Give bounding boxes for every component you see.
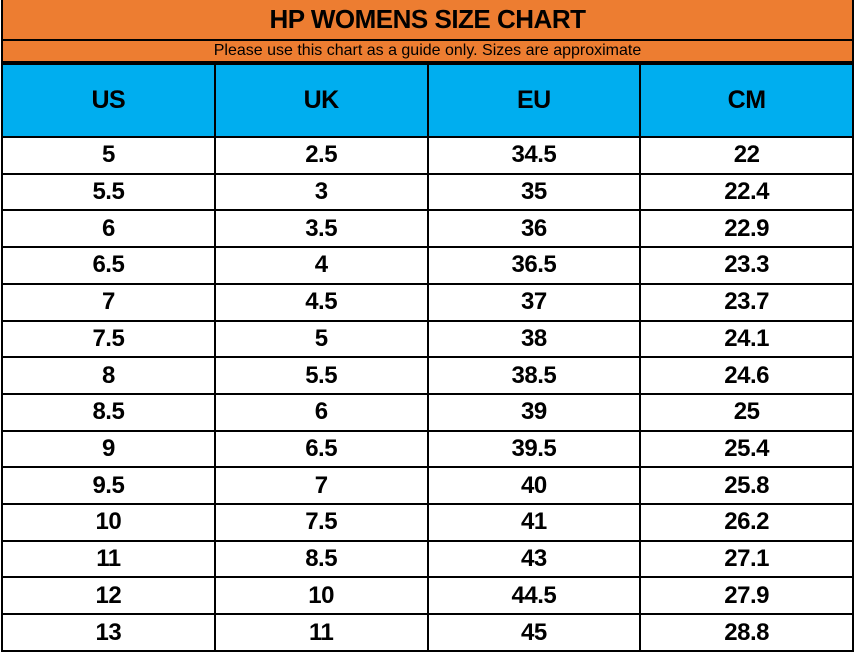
size-cell: 2.5 (213, 136, 429, 175)
size-cell: 24.6 (639, 356, 854, 395)
size-cell: 11 (213, 613, 429, 652)
size-cell: 8.5 (213, 539, 429, 579)
size-cell: 8 (1, 356, 216, 395)
table-row: 6.5 4 36.5 23.3 (1, 246, 854, 285)
size-cell: 9 (1, 429, 216, 469)
table-row: 8 5.5 38.5 24.6 (1, 356, 854, 395)
size-table: US UK EU CM 5 2.5 34.5 22 5.5 3 35 22.4 6 3.5 36 22.9 6… (1, 63, 854, 652)
size-cell: 10 (213, 576, 429, 616)
size-table-wrap: US UK EU CM 5 2.5 34.5 22 5.5 3 35 22.4 6 3.5 36 22.9 6… (1, 63, 854, 652)
size-cell: 5.5 (1, 172, 216, 212)
size-cell: 5 (1, 136, 216, 175)
size-cell: 11 (1, 539, 216, 579)
size-cell: 23.7 (639, 282, 854, 322)
size-cell: 38 (426, 319, 642, 359)
size-cell: 13 (1, 613, 216, 652)
table-row: 5.5 3 35 22.4 (1, 172, 854, 212)
table-row: 5 2.5 34.5 22 (1, 136, 854, 175)
column-header-uk: UK (213, 63, 429, 138)
table-row: 9.5 7 40 25.8 (1, 466, 854, 506)
size-table-body: 5 2.5 34.5 22 5.5 3 35 22.4 6 3.5 36 22.9 6.5 4 36.5 23… (1, 136, 854, 652)
size-cell: 6 (213, 392, 429, 432)
size-cell: 5 (213, 319, 429, 359)
table-row: 13 11 45 28.8 (1, 613, 854, 652)
column-header-us: US (1, 63, 216, 138)
size-cell: 44.5 (426, 576, 642, 616)
size-cell: 4.5 (213, 282, 429, 322)
size-cell: 25 (639, 392, 854, 432)
table-row: 10 7.5 41 26.2 (1, 503, 854, 542)
size-cell: 41 (426, 503, 642, 542)
size-cell: 5.5 (213, 356, 429, 395)
size-cell: 8.5 (1, 392, 216, 432)
table-row: 7 4.5 37 23.7 (1, 282, 854, 322)
size-cell: 22 (639, 136, 854, 175)
size-cell: 39.5 (426, 429, 642, 469)
size-cell: 6.5 (1, 246, 216, 285)
column-header-cm: CM (639, 63, 854, 138)
size-cell: 27.1 (639, 539, 854, 579)
size-cell: 3.5 (213, 209, 429, 249)
size-cell: 22.9 (639, 209, 854, 249)
size-cell: 6.5 (213, 429, 429, 469)
table-row: 7.5 5 38 24.1 (1, 319, 854, 359)
table-row: 9 6.5 39.5 25.4 (1, 429, 854, 469)
header-row: US UK EU CM (1, 63, 854, 138)
size-cell: 35 (426, 172, 642, 212)
size-table-header: US UK EU CM (1, 63, 854, 138)
size-cell: 12 (1, 576, 216, 616)
table-row: 8.5 6 39 25 (1, 392, 854, 432)
size-cell: 3 (213, 172, 429, 212)
size-cell: 27.9 (639, 576, 854, 616)
size-cell: 28.8 (639, 613, 854, 652)
size-cell: 34.5 (426, 136, 642, 175)
chart-subtitle: Please use this chart as a guide only. S… (1, 41, 854, 63)
size-cell: 9.5 (1, 466, 216, 506)
table-row: 11 8.5 43 27.1 (1, 539, 854, 579)
size-cell: 7.5 (1, 319, 216, 359)
table-row: 6 3.5 36 22.9 (1, 209, 854, 249)
size-cell: 24.1 (639, 319, 854, 359)
size-cell: 10 (1, 503, 216, 542)
size-cell: 26.2 (639, 503, 854, 542)
size-cell: 37 (426, 282, 642, 322)
column-header-eu: EU (426, 63, 642, 138)
size-cell: 7.5 (213, 503, 429, 542)
size-cell: 38.5 (426, 356, 642, 395)
size-cell: 43 (426, 539, 642, 579)
size-cell: 23.3 (639, 246, 854, 285)
size-cell: 4 (213, 246, 429, 285)
size-cell: 40 (426, 466, 642, 506)
size-cell: 25.4 (639, 429, 854, 469)
size-cell: 6 (1, 209, 216, 249)
size-cell: 39 (426, 392, 642, 432)
size-cell: 45 (426, 613, 642, 652)
size-cell: 36.5 (426, 246, 642, 285)
chart-title: HP WOMENS SIZE CHART (1, 0, 854, 41)
size-cell: 7 (213, 466, 429, 506)
table-row: 12 10 44.5 27.9 (1, 576, 854, 616)
size-cell: 36 (426, 209, 642, 249)
size-cell: 22.4 (639, 172, 854, 212)
size-cell: 7 (1, 282, 216, 322)
size-cell: 25.8 (639, 466, 854, 506)
